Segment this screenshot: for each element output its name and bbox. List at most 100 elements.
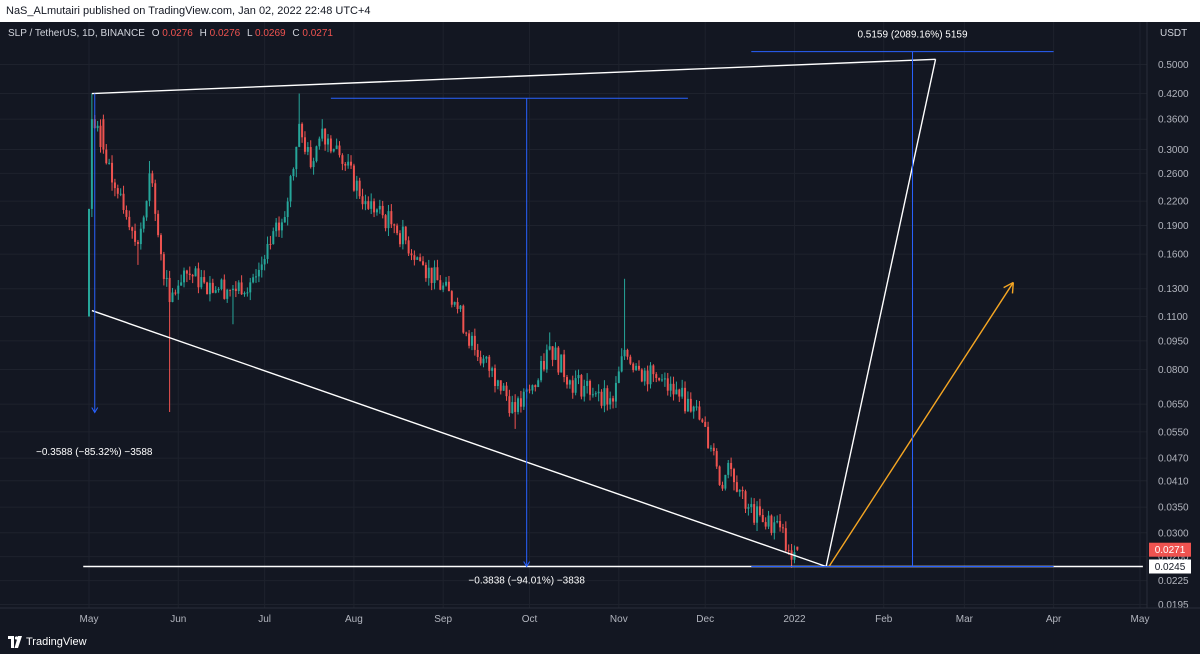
candle-body (157, 213, 160, 236)
candle-body (781, 527, 784, 529)
candle-body (422, 261, 425, 265)
candle-body (514, 402, 517, 412)
projection-arrow-head[interactable] (1003, 281, 1014, 289)
candle-body (453, 302, 456, 305)
candle-body (502, 385, 505, 391)
candle-body (168, 277, 171, 303)
trendline[interactable] (91, 58, 936, 95)
candle-body (335, 145, 338, 149)
price-chart[interactable]: −0.3588 (−85.32%) −3588 −0.3838 (−94.01%)… (0, 22, 1200, 630)
y-tick-label: 0.1600 (1158, 250, 1189, 261)
candle-body (154, 183, 157, 214)
candle-body (298, 123, 301, 147)
candle-body (753, 504, 756, 523)
candle-body (111, 162, 114, 183)
candle-body (301, 123, 304, 138)
candle-body (560, 354, 563, 373)
x-tick-label: Nov (610, 614, 628, 625)
y-tick-label: 0.2200 (1158, 197, 1189, 208)
candle-body (468, 333, 471, 346)
trendline[interactable] (825, 59, 937, 567)
candle-body (689, 398, 692, 412)
candle-body (398, 233, 401, 245)
candle-body (145, 200, 148, 218)
measure-arrow-head (91, 407, 99, 414)
y-tick-label: 0.3600 (1158, 115, 1189, 126)
candle-body (496, 380, 499, 386)
candle-body (738, 489, 741, 492)
candle-body (416, 257, 419, 260)
candle-body (122, 193, 125, 211)
candle-body (413, 255, 416, 260)
candle-body (620, 356, 623, 372)
candle-body (384, 215, 387, 229)
trendline[interactable] (91, 309, 827, 568)
candle-body (591, 394, 594, 396)
candle-body (165, 277, 168, 279)
candle-body (439, 280, 442, 290)
candle-body (128, 216, 131, 228)
candle-body (217, 288, 220, 291)
x-tick-label: Feb (875, 614, 893, 625)
candle-body (540, 360, 543, 381)
candle-body (715, 451, 718, 467)
candle-body (255, 276, 258, 278)
candle-body (450, 291, 453, 305)
projection-arrow-line[interactable] (828, 282, 1014, 567)
candle-body (113, 182, 116, 189)
footer-brand: TradingView (26, 636, 87, 648)
measure-label: 0.5159 (2089.16%) 5159 (857, 30, 968, 41)
publisher-header: NaS_ALmutairi published on TradingView.c… (0, 0, 1200, 22)
candle-body (528, 389, 531, 391)
candle-body (519, 398, 522, 407)
x-tick-label: Dec (696, 614, 714, 625)
candle-body (459, 305, 462, 309)
candle-body (732, 469, 735, 483)
candle-body (231, 288, 234, 291)
candle-body (695, 406, 698, 408)
candle-body (482, 358, 485, 364)
candle-body (462, 305, 465, 333)
candle-body (594, 393, 597, 395)
x-tick-label: May (80, 614, 99, 625)
candle-body (237, 282, 240, 292)
y-tick-label: 0.1900 (1158, 221, 1189, 232)
candle-body (373, 201, 376, 213)
y-tick-label: 0.0550 (1158, 427, 1189, 438)
candle-body (537, 380, 540, 388)
projection-arrow-head[interactable] (1011, 282, 1015, 294)
x-tick-label: Apr (1046, 614, 1062, 625)
candle-body (341, 155, 344, 164)
candle-body (773, 522, 776, 533)
y-tick-label: 0.0650 (1158, 400, 1189, 411)
candle-body (370, 201, 373, 209)
candle-body (177, 285, 180, 294)
candle-body (180, 282, 183, 286)
x-tick-label: 2022 (783, 614, 806, 625)
publisher-line: NaS_ALmutairi published on TradingView.c… (6, 5, 371, 17)
candle-body (200, 277, 203, 288)
x-axis[interactable]: May Jun Jul Aug Sep Oct Nov Dec 2022 Feb Mar Apr May (0, 607, 1200, 625)
candle-body (96, 125, 99, 129)
candle-body (131, 227, 134, 231)
candle-body (278, 222, 281, 231)
candle-body (424, 264, 427, 279)
measure-label: −0.3838 (−94.01%) −3838 (468, 576, 585, 587)
candle-body (681, 387, 684, 397)
candle-body (108, 162, 111, 164)
candle-body (675, 389, 678, 395)
y-axis[interactable]: USDT 0.5000 0.4200 0.3600 0.3000 0.2600 0.220… (1146, 22, 1191, 611)
candle-body (185, 270, 188, 274)
last-price-label: 0.0271 (1155, 545, 1186, 556)
candle-body (505, 385, 508, 397)
drawing-layer[interactable]: −0.3588 (−85.32%) −3588 −0.3838 (−94.01%)… (36, 30, 1143, 587)
candle-body (669, 383, 672, 391)
candle-body (260, 264, 263, 270)
candle-body (318, 138, 321, 147)
candle-body (303, 137, 306, 152)
candle-body (272, 231, 275, 245)
candle-body (312, 161, 315, 168)
candle-body (511, 402, 514, 414)
candle-body (183, 270, 186, 283)
candle-body (214, 290, 217, 293)
